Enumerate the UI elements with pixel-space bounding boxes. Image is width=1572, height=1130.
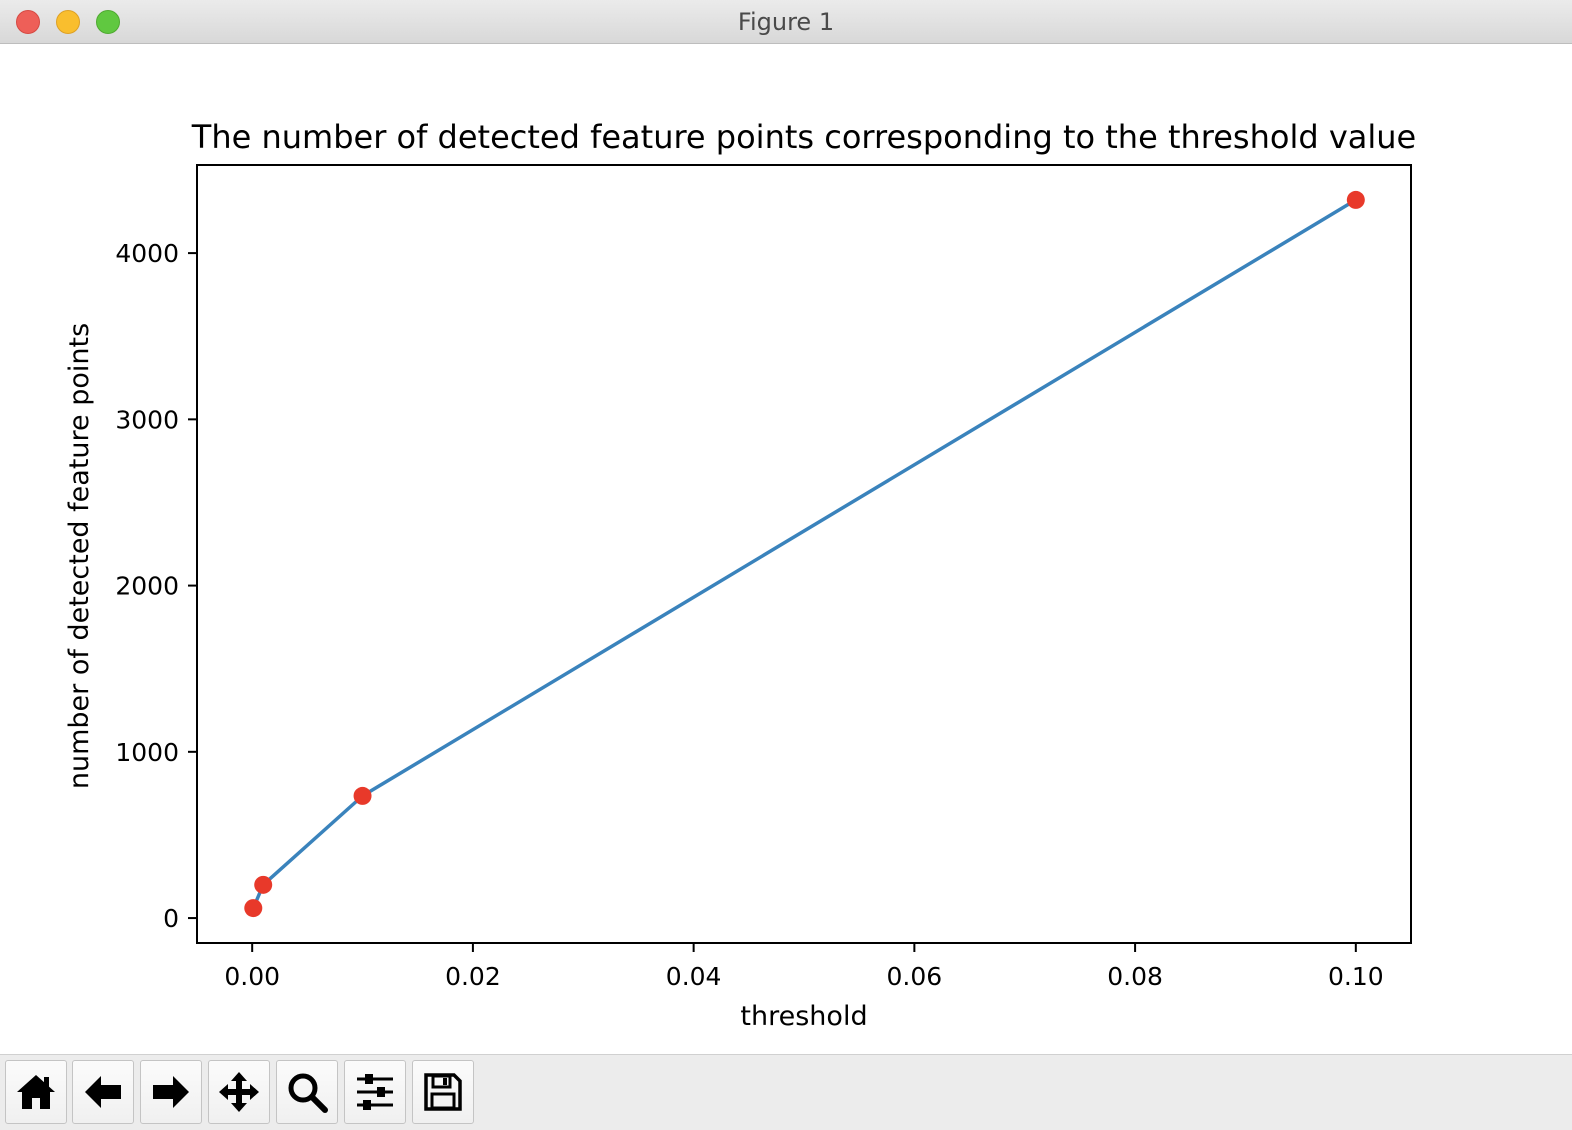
y-tick-label: 0 — [163, 904, 179, 933]
sliders-icon — [357, 1074, 393, 1110]
move-icon — [219, 1072, 259, 1112]
pan-button[interactable] — [208, 1060, 270, 1124]
plot-area-frame — [196, 164, 1412, 944]
y-tick-label: 3000 — [115, 405, 179, 434]
arrow-right-icon — [153, 1076, 189, 1108]
navigation-toolbar — [0, 1054, 1572, 1130]
window-titlebar: Figure 1 — [0, 0, 1572, 44]
save-figure-button[interactable] — [412, 1060, 474, 1124]
configure-subplots-button[interactable] — [344, 1060, 406, 1124]
chart-title: The number of detected feature points co… — [191, 118, 1416, 156]
home-button[interactable] — [5, 1060, 67, 1124]
magnifier-icon — [288, 1073, 328, 1113]
data-series — [244, 190, 1365, 918]
data-point-marker — [254, 875, 273, 894]
y-tick-label: 1000 — [115, 738, 179, 767]
data-point-marker — [1346, 190, 1365, 209]
x-tick-label: 0.08 — [1107, 962, 1163, 991]
x-tick-label: 0.06 — [887, 962, 943, 991]
data-point-marker — [353, 786, 372, 805]
arrow-left-icon — [85, 1076, 121, 1108]
figure-canvas: The number of detected feature points co… — [0, 44, 1572, 1054]
x-tick-label: 0.10 — [1328, 962, 1384, 991]
series-line — [251, 198, 1357, 909]
line-chart: The number of detected feature points co… — [64, 118, 1416, 1032]
floppy-disk-icon — [424, 1073, 462, 1111]
x-tick-label: 0.04 — [666, 962, 722, 991]
y-tick-label: 4000 — [115, 239, 179, 268]
data-point-marker — [244, 899, 263, 918]
back-button[interactable] — [72, 1060, 134, 1124]
window-title: Figure 1 — [737, 8, 835, 36]
axis-ticks: 0.00 0.02 0.04 0.06 0.08 0.10 0 1000 2000 3000 400… — [115, 239, 1383, 991]
y-axis-label: number of detected feature points — [64, 323, 95, 789]
minimize-window-button[interactable] — [56, 10, 80, 34]
zoom-button[interactable] — [276, 1060, 338, 1124]
y-tick-label: 2000 — [115, 572, 179, 601]
home-icon — [17, 1075, 55, 1109]
x-axis-label: threshold — [740, 1001, 867, 1032]
x-tick-label: 0.00 — [224, 962, 280, 991]
forward-button[interactable] — [140, 1060, 202, 1124]
close-window-button[interactable] — [16, 10, 40, 34]
maximize-window-button[interactable] — [96, 10, 120, 34]
x-tick-label: 0.02 — [445, 962, 501, 991]
